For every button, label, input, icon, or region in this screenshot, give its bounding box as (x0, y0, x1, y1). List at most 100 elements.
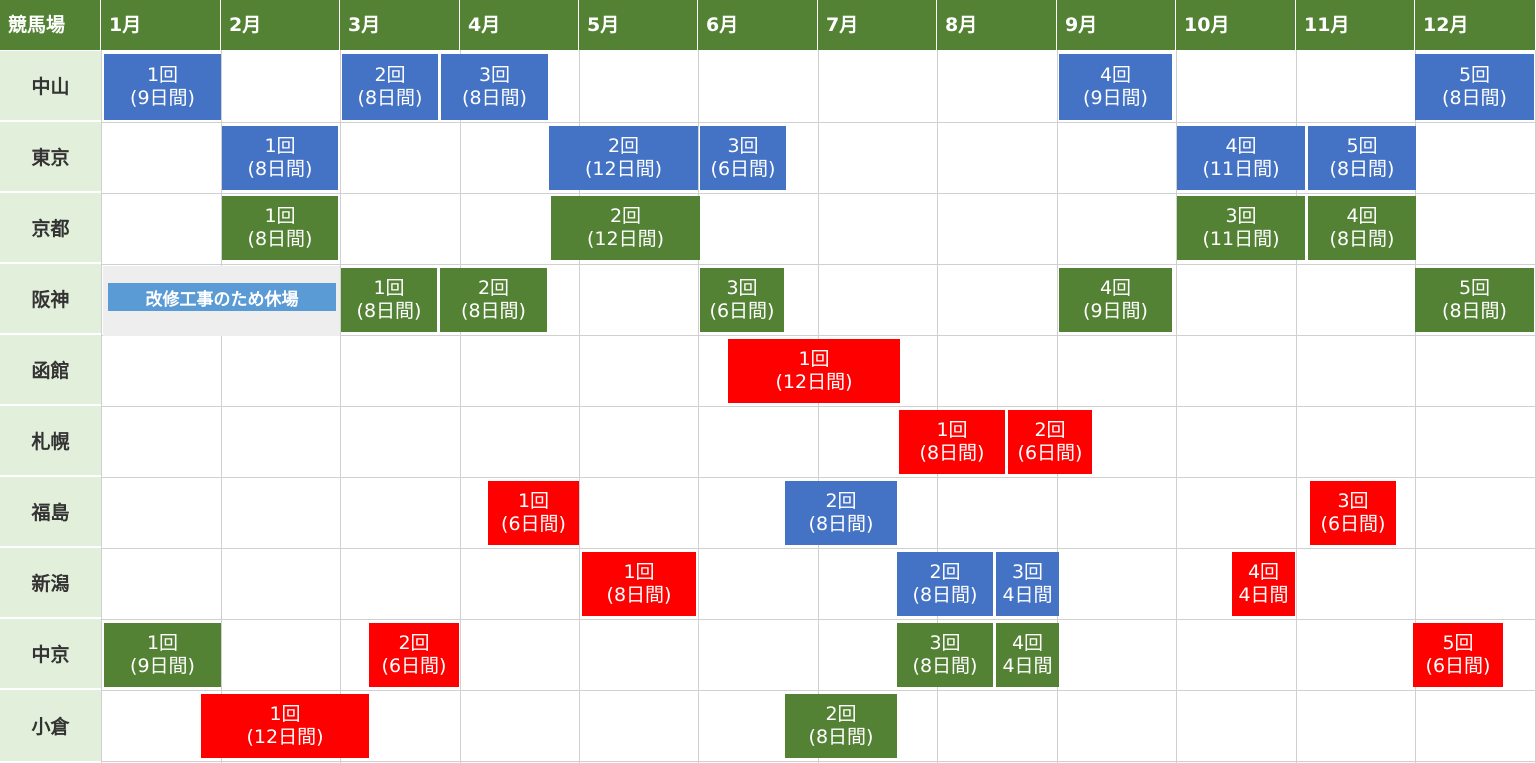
meeting-block: 5回 (8日間) (1415, 54, 1534, 120)
meeting-round: 4回 (1225, 135, 1257, 157)
meeting-round: 3回 (726, 277, 758, 299)
meeting-block: 4回 4日間 (996, 623, 1059, 687)
meeting-days: (8日間) (247, 158, 313, 180)
meeting-days: (6日間) (1320, 513, 1386, 535)
meeting-round: 2回 (477, 277, 510, 299)
meeting-block: 5回 (8日間) (1415, 268, 1534, 332)
grid-line (101, 335, 1536, 336)
meeting-round: 3回 (727, 135, 759, 157)
meeting-round: 1回 (517, 490, 550, 512)
meeting-block: 4回 (9日間) (1059, 268, 1172, 332)
meeting-days: (6日間) (710, 158, 776, 180)
meeting-round: 1回 (373, 277, 405, 299)
meeting-block: 2回 (8日間) (897, 552, 993, 616)
meeting-days: (8日間) (1442, 300, 1507, 322)
meeting-round: 1回 (264, 205, 296, 227)
meeting-round: 2回 (1034, 419, 1066, 441)
header-month-8: 8月 (937, 0, 1057, 50)
meeting-round: 1回 (146, 64, 179, 86)
meeting-days: (6日間) (709, 300, 775, 322)
venue-fukushima: 福島 (0, 477, 101, 548)
meeting-round: 2回 (374, 64, 406, 86)
header-month-4: 4月 (460, 0, 579, 50)
grid-line (101, 264, 1536, 265)
venue-niigata: 新潟 (0, 548, 101, 619)
meeting-round: 4回 (1099, 64, 1132, 86)
grid-line (101, 690, 1536, 691)
meeting-round: 1回 (269, 703, 301, 725)
header-month-10: 10月 (1176, 0, 1296, 50)
venue-sapporo: 札幌 (0, 406, 101, 477)
meeting-days: (12日間) (584, 158, 662, 180)
meeting-round: 2回 (929, 561, 961, 583)
header-month-11: 11月 (1296, 0, 1415, 50)
meeting-block: 5回 (8日間) (1308, 126, 1416, 190)
meeting-round: 4回 (1011, 632, 1044, 654)
header-month-12: 12月 (1415, 0, 1536, 50)
meeting-days: (9日間) (1083, 300, 1148, 322)
meeting-block: 1回 (12日間) (728, 339, 900, 403)
meeting-block: 2回 (6日間) (369, 623, 459, 687)
closed-note: 改修工事のため休場 (108, 283, 336, 311)
meeting-block: 1回 (8日間) (582, 552, 696, 616)
meeting-round: 2回 (398, 632, 430, 654)
meeting-round: 1回 (264, 135, 296, 157)
meeting-days: (12日間) (586, 228, 664, 250)
meeting-days: (8日間) (357, 87, 423, 109)
meeting-round: 3回 (929, 632, 961, 654)
meeting-round: 5回 (1346, 135, 1378, 157)
meeting-days: 4日間 (1238, 584, 1289, 606)
meeting-round: 2回 (825, 703, 857, 725)
meeting-round: 2回 (607, 135, 640, 157)
meeting-days: (8日間) (461, 300, 526, 322)
venue-hakodate: 函館 (0, 335, 101, 406)
meeting-block: 4回 4日間 (1232, 552, 1295, 616)
meeting-block: 3回 (6日間) (1310, 481, 1396, 545)
meeting-block: 2回 (12日間) (551, 196, 700, 260)
meeting-block: 5回 (6日間) (1413, 623, 1503, 687)
meeting-days: (6日間) (501, 513, 566, 535)
meeting-round: 5回 (1458, 64, 1491, 86)
meeting-block: 1回 (8日間) (222, 126, 338, 190)
meeting-days: (8日間) (919, 442, 985, 464)
header-month-6: 6月 (698, 0, 818, 50)
meeting-round: 4回 (1099, 277, 1132, 299)
meeting-round: 4回 (1247, 561, 1280, 583)
meeting-round: 3回 (1337, 490, 1369, 512)
meeting-block: 2回 (8日間) (440, 268, 547, 332)
meeting-block: 3回 (11日間) (1177, 196, 1305, 260)
meeting-days: (12日間) (246, 726, 324, 748)
meeting-block: 3回 (6日間) (700, 268, 784, 332)
meeting-days: (8日間) (1329, 158, 1395, 180)
meeting-block: 3回 (8日間) (897, 623, 993, 687)
meeting-days: (9日間) (130, 87, 195, 109)
grid-line (101, 122, 1536, 123)
meeting-block: 1回 (8日間) (341, 268, 437, 332)
meeting-block: 3回 (6日間) (700, 126, 786, 190)
meeting-block: 2回 (12日間) (549, 126, 698, 190)
meeting-days: (8日間) (356, 300, 422, 322)
header-month-9: 9月 (1057, 0, 1176, 50)
grid-line (101, 406, 1536, 407)
meeting-round: 1回 (936, 419, 968, 441)
meeting-days: (9日間) (1083, 87, 1148, 109)
meeting-round: 1回 (623, 561, 655, 583)
meeting-days: 4日間 (1002, 584, 1053, 606)
meeting-block: 2回 (8日間) (785, 481, 897, 545)
meeting-round: 5回 (1458, 277, 1491, 299)
meeting-days: (8日間) (1329, 228, 1395, 250)
meeting-block: 2回 (6日間) (1008, 410, 1092, 474)
meeting-days: (8日間) (808, 513, 874, 535)
meeting-round: 5回 (1442, 632, 1474, 654)
meeting-block: 3回 4日間 (996, 552, 1059, 616)
venue-tokyo: 東京 (0, 122, 101, 193)
header-month-7: 7月 (818, 0, 937, 50)
meeting-block: 1回 (8日間) (899, 410, 1005, 474)
grid-line (101, 193, 1536, 194)
meeting-round: 3回 (1225, 205, 1257, 227)
meeting-days: (12日間) (775, 371, 853, 393)
meeting-block: 2回 (8日間) (785, 694, 897, 758)
meeting-days: 4日間 (1002, 655, 1053, 677)
venue-chukyo: 中京 (0, 619, 101, 690)
venue-kyoto: 京都 (0, 193, 101, 264)
